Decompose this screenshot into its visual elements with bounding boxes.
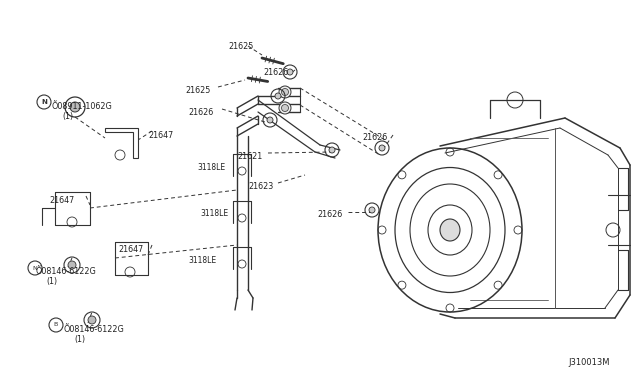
Circle shape [287, 69, 293, 75]
Circle shape [369, 207, 375, 213]
Circle shape [267, 117, 273, 123]
Text: 21626: 21626 [263, 68, 288, 77]
Text: Õ08146-6122G: Õ08146-6122G [64, 325, 125, 334]
Text: (1): (1) [62, 112, 73, 121]
Circle shape [379, 145, 385, 151]
Text: (1): (1) [74, 335, 85, 344]
Text: 21621: 21621 [237, 152, 262, 161]
Text: Õ08146-6122G: Õ08146-6122G [36, 267, 97, 276]
Circle shape [282, 105, 289, 112]
Text: 21625: 21625 [185, 86, 211, 95]
Text: N: N [41, 99, 47, 105]
Text: Õ08911-1062G: Õ08911-1062G [52, 102, 113, 111]
Text: 3118LE: 3118LE [197, 163, 225, 172]
Text: 21623: 21623 [248, 182, 273, 191]
Text: J310013M: J310013M [568, 358, 609, 367]
Circle shape [88, 316, 96, 324]
Polygon shape [105, 128, 138, 158]
Text: 21647: 21647 [49, 196, 74, 205]
Circle shape [282, 89, 289, 96]
Text: N: N [33, 266, 37, 270]
Text: (1): (1) [46, 277, 57, 286]
Text: 21647: 21647 [148, 131, 173, 140]
Text: 3118LE: 3118LE [188, 256, 216, 265]
Circle shape [279, 86, 291, 98]
Circle shape [279, 102, 291, 114]
Text: 21625: 21625 [228, 42, 253, 51]
Ellipse shape [440, 219, 460, 241]
Text: 21626: 21626 [317, 210, 342, 219]
Text: 3118LE: 3118LE [200, 209, 228, 218]
Text: 21626: 21626 [362, 133, 387, 142]
Text: 21626: 21626 [188, 108, 213, 117]
Text: 21647: 21647 [118, 245, 143, 254]
Circle shape [70, 102, 80, 112]
Circle shape [275, 93, 281, 99]
Circle shape [68, 261, 76, 269]
Circle shape [329, 147, 335, 153]
Text: B: B [54, 323, 58, 327]
